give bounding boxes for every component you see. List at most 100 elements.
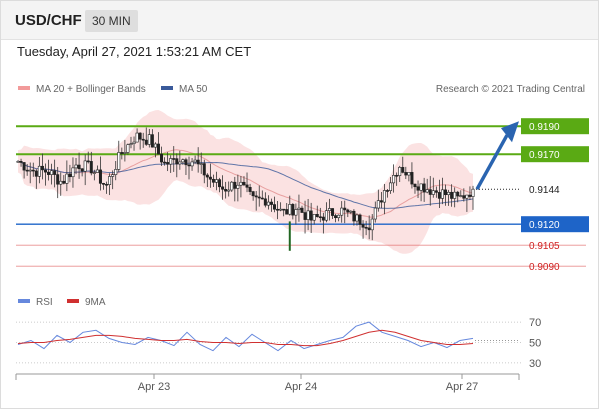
candle-body — [288, 204, 292, 215]
projection-arrowhead — [501, 121, 519, 143]
candle-body — [111, 174, 115, 177]
candle-body — [214, 179, 218, 183]
candle-body — [269, 201, 273, 205]
candle-body — [50, 170, 54, 175]
candle-body — [40, 165, 44, 171]
candle-body — [43, 169, 47, 173]
candle-body — [352, 210, 356, 222]
x-tick-label: Apr 27 — [446, 381, 478, 393]
candle-body — [218, 179, 222, 188]
candle-body — [160, 153, 164, 163]
candle-body — [465, 194, 469, 199]
candle-body — [166, 162, 170, 165]
candle-body — [169, 158, 173, 165]
level-label-0.9090: 0.9090 — [529, 262, 560, 273]
candle-body — [297, 207, 301, 210]
candle-body — [208, 176, 212, 180]
price-legend: MA 20 + Bollinger Bands MA 50 Research ©… — [18, 84, 585, 95]
candle-body — [132, 141, 136, 144]
candle-body — [309, 210, 313, 221]
rsi-legend-swatch — [18, 299, 30, 303]
candle-body — [358, 214, 362, 225]
candle-body — [312, 213, 316, 221]
candle-body — [382, 190, 386, 203]
candle-body — [117, 152, 121, 170]
current-price-label: 0.9144 — [529, 185, 560, 196]
candle-body — [450, 191, 454, 199]
candle-body — [294, 209, 298, 216]
candle-body — [62, 180, 66, 184]
candle-body — [343, 207, 347, 211]
candle-body — [31, 169, 35, 172]
candle-body — [431, 190, 435, 195]
candle-body — [83, 160, 87, 172]
candle-body — [254, 195, 258, 198]
candle-body — [22, 162, 26, 171]
bollinger-band — [18, 110, 473, 254]
current-price-tag — [521, 181, 589, 198]
candle-body — [266, 201, 270, 206]
candle-body — [102, 183, 106, 185]
candle-body — [410, 172, 414, 185]
candle-body — [260, 197, 264, 200]
candle-body — [95, 169, 99, 173]
candle-body — [56, 174, 60, 185]
candle-body — [65, 173, 69, 184]
candle-body — [404, 172, 408, 176]
candle-body — [282, 208, 286, 211]
candle-body — [456, 191, 460, 197]
candle-body — [156, 143, 160, 155]
candle-body — [389, 182, 393, 191]
candle-body — [321, 216, 325, 221]
candle-body — [239, 181, 243, 186]
candle-body — [211, 178, 215, 183]
candle-body — [92, 172, 96, 174]
level-tag-0.9170 — [521, 146, 589, 163]
candle-body — [175, 158, 179, 165]
candle-body — [199, 163, 203, 165]
candle-body — [227, 189, 231, 192]
level-tag-0.9120 — [521, 216, 589, 233]
candle-body — [86, 160, 90, 163]
rsi-ma-legend-label: 9MA — [85, 297, 106, 308]
x-tick-label: Apr 24 — [285, 381, 317, 393]
level-label-0.9105: 0.9105 — [529, 241, 560, 252]
candle-body — [47, 171, 51, 175]
candle-body — [257, 196, 261, 199]
interval-button[interactable]: 30 MIN — [85, 10, 138, 32]
candle-body — [337, 214, 341, 219]
candle-body — [184, 159, 188, 166]
candle-body — [19, 161, 23, 163]
candle-body — [315, 213, 319, 218]
candle-body — [276, 208, 280, 211]
candle-body — [462, 195, 466, 199]
candle-body — [224, 188, 228, 192]
candle-body — [471, 188, 475, 197]
timestamp: Tuesday, April 27, 2021 1:53:21 AM CET — [17, 44, 252, 59]
ma50-legend-label: MA 50 — [179, 84, 208, 95]
candle-body — [459, 195, 463, 197]
candle-body — [138, 132, 142, 140]
candle-body — [230, 181, 234, 191]
candle-body — [193, 159, 197, 163]
candle-body — [25, 169, 29, 172]
candle-body — [349, 210, 353, 213]
candle-body — [129, 143, 133, 145]
candle-body — [98, 169, 102, 184]
candle-body — [77, 164, 81, 170]
candle-body — [16, 161, 20, 163]
candle-body — [437, 192, 441, 199]
candle-body — [392, 174, 396, 184]
rsi-ma-legend-swatch — [67, 299, 79, 303]
candle-body — [398, 167, 402, 176]
candle-body — [187, 164, 191, 167]
ma20-legend-label: MA 20 + Bollinger Bands — [36, 84, 146, 95]
candle-body — [178, 161, 182, 165]
symbol-label: USD/CHF — [15, 12, 82, 29]
candle-body — [303, 212, 307, 220]
candle-body — [28, 169, 32, 172]
rsi-legend-label: RSI — [36, 297, 53, 308]
candle-body — [444, 189, 448, 196]
